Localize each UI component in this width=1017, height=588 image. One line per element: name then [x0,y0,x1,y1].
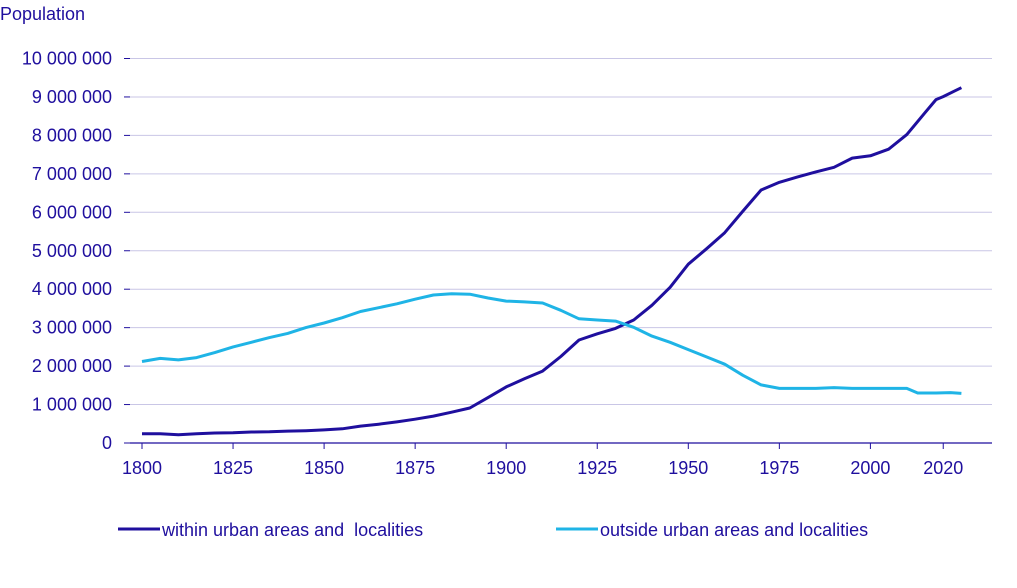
x-tick-label: 1875 [395,458,435,478]
y-tick-label: 7 000 000 [32,164,112,184]
x-tick-label: 1925 [577,458,617,478]
legend: within urban areas and localities outsid… [118,520,868,540]
y-tick-label: 8 000 000 [32,125,112,145]
y-tick-label: 2 000 000 [32,356,112,376]
y-tick-label: 3 000 000 [32,318,112,338]
y-axis-ticks: 0 1 000 000 2 000 000 3 000 000 4 000 000 5 0… [22,49,130,453]
x-tick-label: 1850 [304,458,344,478]
grid-lines [130,58,992,406]
x-tick-label: 2000 [850,458,890,478]
x-tick-label: 1825 [213,458,253,478]
y-tick-label: 1 000 000 [32,395,112,415]
x-tick-label: 1900 [486,458,526,478]
y-tick-label: 9 000 000 [32,87,112,107]
y-tick-label: 5 000 000 [32,241,112,261]
x-tick-label: 2020 [923,458,963,478]
y-tick-label: 6 000 000 [32,202,112,222]
x-tick-label: 1975 [759,458,799,478]
x-tick-label: 1950 [668,458,708,478]
y-tick-label: 4 000 000 [32,279,112,299]
series-lines [141,86,963,437]
y-tick-label: 0 [102,433,112,453]
y-tick-label: 10 000 000 [22,49,112,69]
series-line-within-urban [142,86,963,437]
x-axis-ticks: 1800 1825 1850 1875 1900 1925 1950 1975 2000 2020 [122,443,963,478]
legend-label-outside-urban: outside urban areas and localities [600,520,868,540]
series-line-outside-urban [141,292,962,395]
legend-label-within-urban: within urban areas and localities [161,520,423,540]
x-tick-label: 1800 [122,458,162,478]
y-axis-title: Population [0,4,85,24]
